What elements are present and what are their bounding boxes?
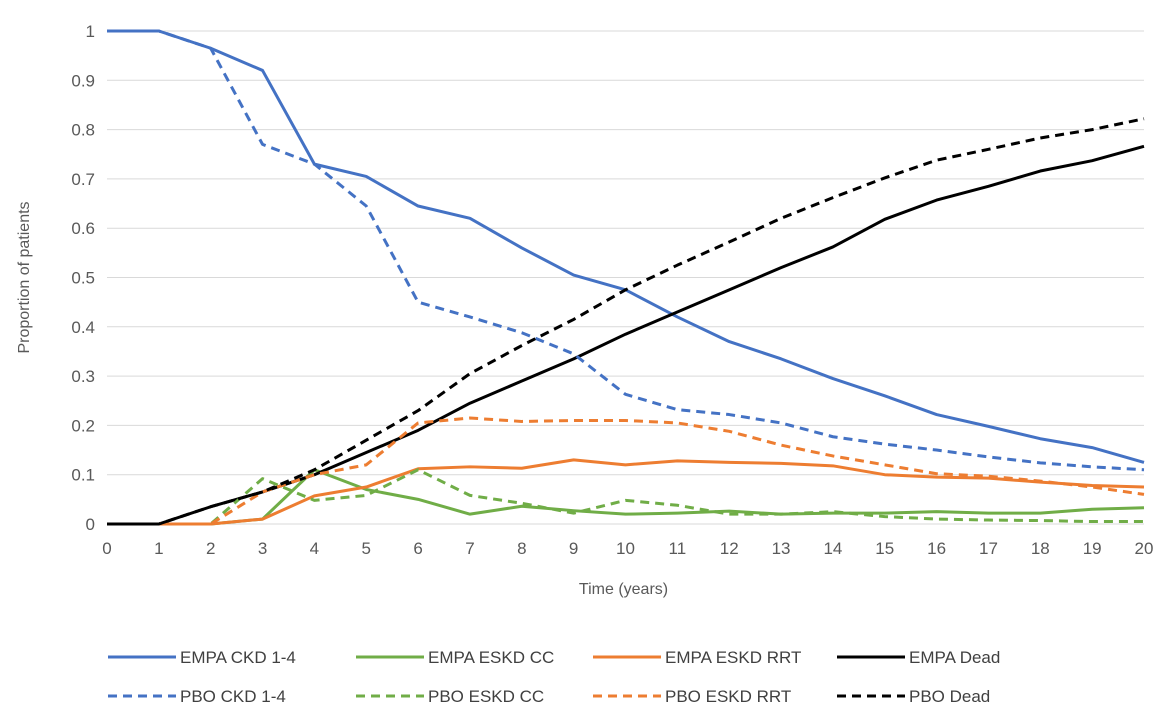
x-axis-title: Time (years): [579, 581, 668, 598]
x-tick-label: 12: [720, 539, 739, 558]
y-tick-label: 0.1: [71, 466, 95, 485]
series-line-pbo-dead: [107, 117, 1145, 526]
x-tick-label: 7: [465, 539, 474, 558]
x-tick-label: 5: [362, 539, 371, 558]
x-tick-label: 8: [517, 539, 526, 558]
legend-label: PBO CKD 1-4: [180, 687, 286, 706]
legend-label: PBO Dead: [909, 687, 990, 706]
series-lines: [107, 29, 1145, 526]
legend-label: EMPA Dead: [909, 648, 1000, 667]
legend-label: PBO ESKD RRT: [665, 687, 791, 706]
legend-label: EMPA CKD 1-4: [180, 648, 296, 667]
x-tick-label: 16: [927, 539, 946, 558]
series-line-empa-eskd-cc: [107, 468, 1145, 526]
y-tick-label: 0.5: [71, 269, 95, 288]
grid: [107, 30, 1144, 476]
x-tick-label: 10: [616, 539, 635, 558]
x-tick-label: 6: [413, 539, 422, 558]
y-tick-label: 0: [86, 515, 95, 534]
x-tick-label: 9: [569, 539, 578, 558]
legend: EMPA CKD 1-4 EMPA ESKD CC EMPA ESKD RRT EMP…: [108, 648, 1000, 706]
series-line-empa-ckd-1-4: [107, 29, 1145, 464]
series-line-pbo-eskd-cc: [107, 468, 1144, 526]
y-tick-label: 0.8: [71, 121, 95, 140]
x-tick-label: 4: [310, 539, 319, 558]
legend-label: EMPA ESKD RRT: [665, 648, 801, 667]
series-line-empa-eskd-rrt: [107, 458, 1145, 526]
y-tick-label: 0.3: [71, 367, 95, 386]
y-axis-title: Proportion of patients: [16, 201, 33, 353]
x-tick-label: 13: [772, 539, 791, 558]
x-tick-label: 11: [669, 539, 687, 558]
x-tick-label: 17: [979, 539, 998, 558]
legend-label: PBO ESKD CC: [428, 687, 544, 706]
y-tick-label: 0.4: [71, 318, 95, 337]
y-axis-ticks: 0 0.1 0.2 0.3 0.4 0.5 0.6 0.7 0.8 0.9 1: [71, 22, 95, 534]
y-tick-label: 0.2: [71, 416, 95, 435]
series-line-pbo-ckd-1-4: [107, 29, 1145, 472]
x-tick-label: 15: [875, 539, 894, 558]
x-tick-label: 20: [1135, 539, 1154, 558]
y-tick-label: 0.9: [71, 71, 95, 90]
x-tick-label: 14: [823, 539, 842, 558]
x-tick-label: 18: [1031, 539, 1050, 558]
x-axis-ticks: 0 1 2 3 4 5 6 7 8 9 10 11 12 13 14 15 16 17 18 19 20: [102, 539, 1153, 558]
x-tick-label: 0: [102, 539, 111, 558]
series-line-empa-dead: [107, 144, 1145, 526]
x-tick-label: 2: [206, 539, 215, 558]
y-tick-label: 0.7: [71, 170, 95, 189]
legend-label: EMPA ESKD CC: [428, 648, 554, 667]
x-tick-label: 1: [154, 539, 163, 558]
y-tick-label: 0.6: [71, 219, 95, 238]
x-tick-label: 3: [258, 539, 267, 558]
x-tick-label: 19: [1083, 539, 1102, 558]
series-line-pbo-eskd-rrt: [107, 416, 1145, 526]
y-tick-label: 1: [86, 22, 95, 41]
